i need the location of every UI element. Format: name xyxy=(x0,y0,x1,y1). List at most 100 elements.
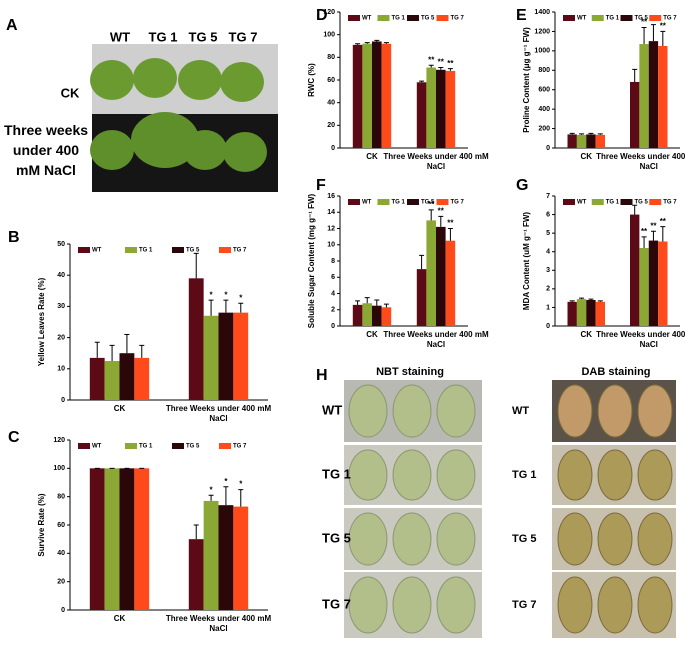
legend-label: TG 7 xyxy=(451,16,465,22)
error-bar xyxy=(419,80,425,83)
bar xyxy=(203,315,219,400)
y-tick-label: 200 xyxy=(538,125,550,132)
y-tick-label: 60 xyxy=(57,522,65,529)
error-bar xyxy=(139,344,145,358)
x-label-box: CK xyxy=(366,152,378,161)
error-bar xyxy=(355,43,361,45)
bar xyxy=(648,41,659,149)
legend-label: TG 1 xyxy=(139,248,153,254)
plant xyxy=(90,60,134,100)
leaf xyxy=(392,576,432,634)
x-label-box: CK xyxy=(114,614,126,623)
error-bar xyxy=(579,297,585,300)
legend-swatch xyxy=(649,15,662,21)
legend-swatch xyxy=(348,199,360,205)
x-tick-label: Three Weeks under 400 mM NaCl xyxy=(596,330,686,349)
y-tick-label: 60 xyxy=(327,77,335,84)
legend-label: WT xyxy=(92,248,102,254)
error-bar xyxy=(438,215,444,227)
bar xyxy=(648,240,659,326)
y-tick-label: 20 xyxy=(327,122,335,129)
legend-label: WT xyxy=(362,16,372,22)
y-tick-label: 0 xyxy=(546,323,550,330)
legend-label: TG 1 xyxy=(606,16,620,22)
error-bar xyxy=(223,486,229,506)
error-bar xyxy=(660,30,666,46)
significance: ** xyxy=(447,219,454,228)
bar xyxy=(416,269,427,326)
x-label-box: CK xyxy=(366,330,378,339)
error-bar xyxy=(438,67,444,70)
leaf xyxy=(637,449,673,501)
x-label-box: CK xyxy=(580,330,593,339)
bar xyxy=(567,134,577,148)
significance: * xyxy=(224,477,228,486)
x-label-box: Three Weeks under 400 mM NaCl xyxy=(166,404,271,423)
y-tick-label: 0 xyxy=(331,323,335,330)
leaf xyxy=(348,449,388,501)
error-bar xyxy=(94,341,100,358)
significance: ** xyxy=(438,206,445,215)
x-tick-label: CK xyxy=(580,330,593,339)
significance: ** xyxy=(660,22,667,31)
x-label-box: Three Weeks under 400 mM NaCl xyxy=(383,152,488,171)
bar xyxy=(630,214,640,326)
y-axis-label: Soluble Sugar Content (mg g⁻¹ FW) xyxy=(307,193,316,328)
bar xyxy=(218,312,234,400)
column-label: NBT staining xyxy=(376,366,444,378)
legend-label: WT xyxy=(577,200,587,206)
legend-swatch xyxy=(563,15,575,21)
error-bar xyxy=(208,299,214,316)
bar xyxy=(586,134,596,148)
significance: * xyxy=(210,290,214,299)
y-axis-label: Yellow Leaves Rate (%) xyxy=(37,277,46,366)
error-bar xyxy=(364,297,370,304)
legend-label: TG 1 xyxy=(606,200,620,206)
bar xyxy=(658,46,668,148)
legend-swatch xyxy=(436,15,449,21)
x-label-box: Three Weeks under 400 mM NaCl xyxy=(383,330,488,349)
error-bar xyxy=(419,254,425,270)
y-tick-label: 600 xyxy=(538,87,550,94)
row-label: TG 5 xyxy=(512,533,536,545)
bar xyxy=(639,248,649,326)
legend-swatch xyxy=(591,15,604,21)
error-bar xyxy=(597,300,603,302)
significance: ** xyxy=(660,217,667,226)
error-bar xyxy=(238,302,244,313)
legend-swatch xyxy=(620,199,633,205)
leaf xyxy=(637,384,673,438)
leaf xyxy=(557,576,593,634)
x-tick-label: CK xyxy=(113,404,126,413)
y-tick-label: 120 xyxy=(53,437,65,444)
legend-swatch xyxy=(436,199,449,205)
leaf xyxy=(348,576,388,634)
x-tick-label: Three Weeks under 400 mM NaCl xyxy=(165,614,272,633)
y-tick-label: 5 xyxy=(546,230,550,237)
error-bar xyxy=(428,209,434,221)
y-tick-label: 2 xyxy=(546,286,550,293)
legend-label: WT xyxy=(577,16,587,22)
error-bar xyxy=(660,226,666,242)
row-label-box: Three weeks under 400 mM NaCl xyxy=(4,122,88,178)
error-bar xyxy=(208,494,214,501)
panel-letter: A xyxy=(6,17,18,34)
legend-swatch xyxy=(219,247,231,253)
y-tick-label: 3 xyxy=(546,267,550,274)
y-tick-label: 80 xyxy=(327,54,335,61)
y-tick-label: 10 xyxy=(327,242,335,249)
y-tick-label: 80 xyxy=(57,494,65,501)
significance: ** xyxy=(641,18,648,27)
bar xyxy=(576,299,587,326)
error-bar xyxy=(383,42,389,44)
significance: ** xyxy=(641,227,648,236)
legend-swatch xyxy=(172,247,184,253)
leaf xyxy=(557,449,593,501)
x-tick-label: CK xyxy=(580,152,593,161)
y-tick-label: 20 xyxy=(57,334,65,341)
x-label-box: CK xyxy=(113,404,126,413)
error-bar xyxy=(588,298,594,300)
leaf xyxy=(597,449,633,501)
bar xyxy=(595,134,605,148)
bar xyxy=(104,468,120,610)
